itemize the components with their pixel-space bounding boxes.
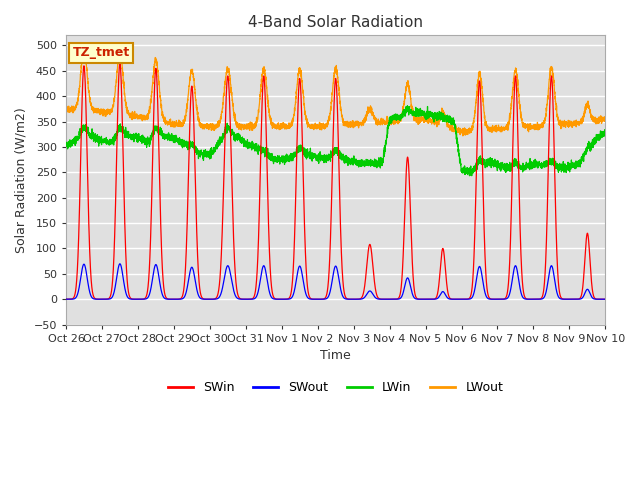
- Title: 4-Band Solar Radiation: 4-Band Solar Radiation: [248, 15, 423, 30]
- Y-axis label: Solar Radiation (W/m2): Solar Radiation (W/m2): [15, 107, 28, 253]
- Legend: SWin, SWout, LWin, LWout: SWin, SWout, LWin, LWout: [163, 376, 508, 399]
- Text: TZ_tmet: TZ_tmet: [72, 47, 130, 60]
- X-axis label: Time: Time: [320, 349, 351, 362]
